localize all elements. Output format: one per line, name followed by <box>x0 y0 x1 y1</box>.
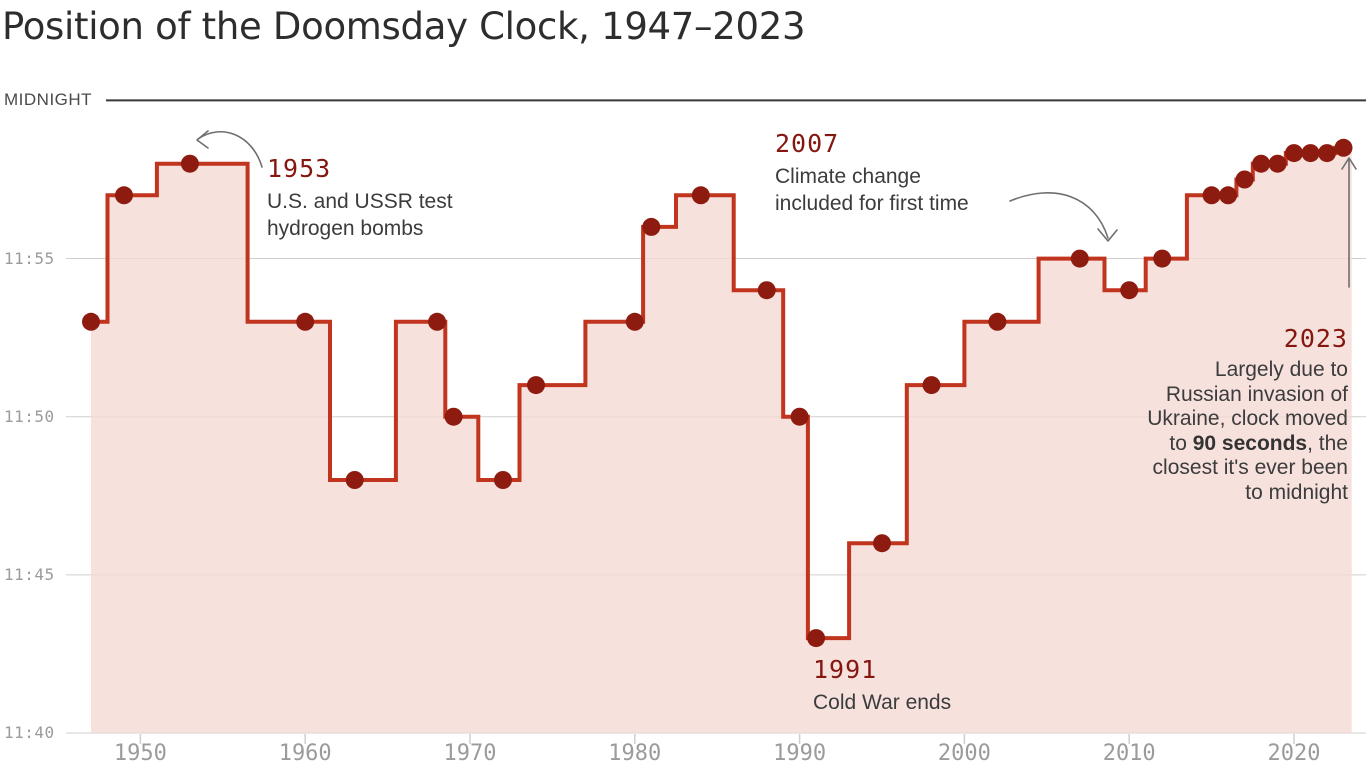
annotation-2007: 2007 Climate change included for first ti… <box>775 131 969 217</box>
data-point-dot <box>1070 249 1089 268</box>
x-tick-label: 1960 <box>278 741 332 766</box>
annotation-line: included for first time <box>775 192 969 215</box>
annotation-line: Largely due to <box>1214 358 1348 381</box>
page-title: Position of the Doomsday Clock, 1947–202… <box>2 5 806 48</box>
data-point-dot <box>1219 186 1238 205</box>
annotation-1991-text: Cold War ends <box>813 689 951 716</box>
data-point-dot <box>1120 281 1139 300</box>
annotation-2023: 2023 Largely due to Russian invasion of Uk… <box>1147 326 1348 505</box>
data-point-dot <box>1153 249 1172 268</box>
x-tick-label: 2020 <box>1267 741 1321 766</box>
data-point-dot <box>807 629 826 648</box>
data-point-dot <box>428 312 447 331</box>
annotation-1953-text: U.S. and USSR test hydrogen bombs <box>267 188 453 242</box>
annotation-2007-text: Climate change included for first time <box>775 163 969 217</box>
data-point-dot <box>1252 154 1271 173</box>
data-point-dot <box>642 217 661 236</box>
annotation-line: U.S. and USSR test <box>267 190 453 213</box>
data-point-dot <box>625 312 644 331</box>
annotation-2023-text: Largely due to Russian invasion of Ukraine… <box>1147 358 1348 505</box>
data-point-dot <box>115 186 133 205</box>
y-tick-label: 11:45 <box>4 564 55 584</box>
data-point-dot <box>1268 154 1287 173</box>
data-point-dots <box>82 138 1353 648</box>
data-point-dot <box>180 154 199 173</box>
annotation-line: Ukraine, clock moved <box>1147 407 1348 430</box>
arrowhead-2007 <box>1097 228 1118 242</box>
data-point-dot <box>1318 144 1336 163</box>
arrowhead-1953 <box>196 130 209 149</box>
annotation-arrows <box>196 130 1357 288</box>
annotation-line: to midnight <box>1245 480 1348 504</box>
annotation-1991-year: 1991 <box>813 655 878 684</box>
data-point-dot <box>790 407 809 426</box>
x-tick-label: 1990 <box>773 741 827 766</box>
y-tick-label: 11:50 <box>4 406 55 426</box>
annotation-1991: 1991 Cold War ends <box>813 657 951 716</box>
x-tick-label: 1950 <box>113 741 167 766</box>
data-point-dot <box>444 407 463 426</box>
y-tick-label: 11:55 <box>4 248 55 268</box>
annotation-1953: 1953 U.S. and USSR test hydrogen bombs <box>267 156 453 242</box>
data-point-dot <box>1202 186 1221 205</box>
arrow-to-1953-point <box>197 130 263 168</box>
annotation-line: hydrogen bombs <box>267 217 424 240</box>
data-point-dot <box>527 376 545 395</box>
data-point-dot <box>1334 138 1353 157</box>
data-point-dot <box>757 281 776 300</box>
annotation-line: Russian invasion of <box>1165 382 1348 406</box>
x-tick-label: 1980 <box>608 741 662 766</box>
data-point-dot <box>82 312 100 331</box>
midnight-label: MIDNIGHT <box>4 90 93 109</box>
step-area-fill <box>91 147 1352 734</box>
arrow-to-2007-point <box>1009 192 1109 239</box>
x-tick-label: 2000 <box>937 741 991 766</box>
x-axis-tick-marks <box>139 734 1295 744</box>
annotation-line: Climate change <box>775 165 921 188</box>
data-point-dot <box>922 376 941 395</box>
arrowhead-2023 <box>1341 157 1357 170</box>
data-point-dot <box>873 534 891 553</box>
annotation-2023-year: 2023 <box>1283 324 1348 353</box>
data-point-dot <box>345 471 364 489</box>
x-tick-label: 2010 <box>1102 741 1156 766</box>
y-tick-label: 11:40 <box>4 723 55 742</box>
data-point-dot <box>1235 170 1254 189</box>
data-point-dot <box>1301 144 1320 163</box>
annotation-line: closest it's ever been <box>1152 456 1348 479</box>
annotation-2007-year: 2007 <box>775 129 840 158</box>
data-point-dot <box>494 471 512 489</box>
data-point-dot <box>296 312 315 331</box>
annotation-1953-year: 1953 <box>267 154 332 183</box>
data-point-dot <box>1285 144 1303 163</box>
x-tick-label: 1970 <box>443 741 497 766</box>
data-point-dot <box>691 186 710 205</box>
annotation-line: Cold War ends <box>813 691 952 714</box>
data-point-dot <box>988 312 1007 331</box>
annotation-line: to 90 seconds, the <box>1169 431 1348 455</box>
